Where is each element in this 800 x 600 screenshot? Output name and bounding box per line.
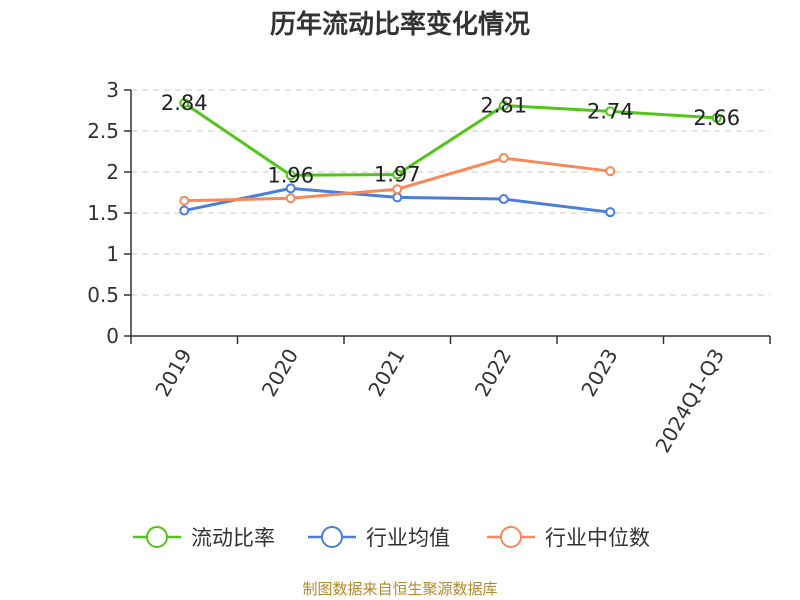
data-point [605,106,616,117]
y-tick-label: 2.5 [87,119,119,143]
x-tick-label: 2024Q1-Q3 [650,345,729,457]
y-tick-label: 1 [106,242,119,266]
data-label: 2.74 [587,99,634,123]
data-label: 2.84 [161,91,208,115]
series-line [183,101,717,177]
data-point [605,166,616,177]
data-point [498,100,509,111]
legend: 流动比率 行业均值 行业中位数 [133,526,650,550]
data-point [285,183,296,194]
legend-marker [146,526,168,548]
data-point [179,98,190,109]
x-tick-label: 2020 [257,345,303,401]
data-point [179,205,190,216]
data-point [392,192,403,203]
y-tick-label: 0 [106,324,119,348]
y-tick-label: 0.5 [87,283,119,307]
legend-label: 流动比率 [191,526,275,550]
data-point [605,207,616,218]
grid-lines [131,89,770,296]
data-point [711,112,722,123]
x-tick-label: 2023 [576,345,622,401]
data-point [498,194,509,205]
x-tick-label: 2019 [150,345,196,401]
data-label: 1.97 [374,162,421,186]
data-point [285,193,296,204]
series-lines [179,98,722,218]
y-tick-label: 2 [106,160,119,184]
data-label: 1.96 [267,163,314,187]
legend-marker [500,526,522,548]
data-label: 2.81 [480,94,527,118]
chart-title: 历年流动比率变化情况 [269,10,530,40]
data-point [392,184,403,195]
data-point [285,170,296,181]
data-point [392,169,403,180]
data-point [179,195,190,206]
data-label: 2.66 [693,106,740,130]
legend-label: 行业均值 [366,526,450,550]
data-point [498,153,509,164]
legend-marker [321,526,343,548]
data-labels: 2.84 1.96 1.97 2.81 2.74 2.66 [161,91,740,187]
y-tick-label: 3 [106,78,119,102]
x-tick-label: 2022 [470,345,516,401]
y-tick-label: 1.5 [87,201,119,225]
x-tick-label: 2021 [363,345,409,401]
axes: 0 0.5 1 1.5 2 2.5 3 2019 2020 2021 2022 2023 2024Q1-… [87,78,771,457]
source-note: 制图数据来自恒生聚源数据库 [302,580,498,598]
legend-label: 行业中位数 [545,526,650,550]
